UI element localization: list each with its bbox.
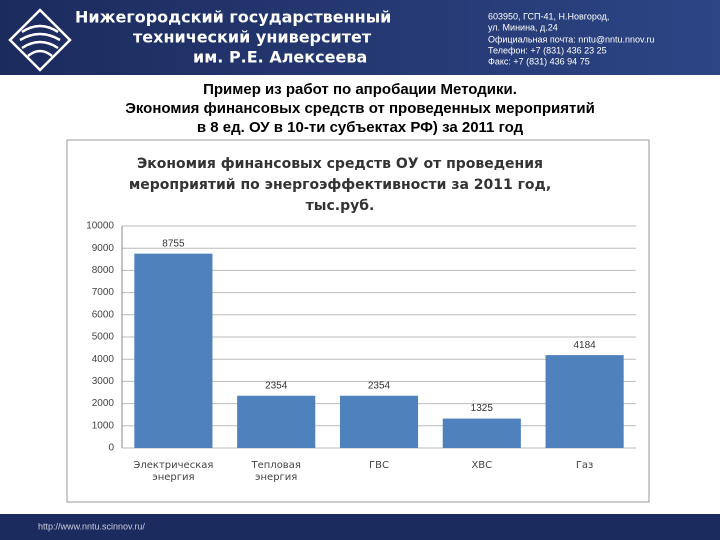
x-tick-label: Тепловая энергия — [251, 460, 301, 483]
data-label: 2354 — [265, 380, 288, 391]
footer-band — [0, 514, 720, 540]
y-tick-label: 4000 — [92, 354, 115, 365]
x-tick-label: Газ — [575, 460, 594, 471]
y-tick-label: 8000 — [92, 265, 115, 276]
y-tick-label: 2000 — [92, 398, 115, 409]
data-label: 4184 — [573, 340, 596, 351]
y-tick-label: 7000 — [92, 287, 115, 298]
bar — [237, 395, 316, 448]
university-name: им. Р.Е. Алексеева — [193, 48, 367, 67]
y-tick-label: 5000 — [92, 332, 115, 343]
university-name: Нижегородский государственный — [75, 8, 391, 27]
y-tick-label: 9000 — [92, 243, 115, 254]
logo — [8, 8, 72, 72]
y-tick-label: 10000 — [86, 221, 114, 232]
y-tick-label: 3000 — [92, 376, 115, 387]
contact: Телефон: +7 (831) 436 23 25 — [488, 45, 607, 55]
x-tick-label: ГВС — [369, 460, 389, 471]
contact: Факс: +7 (831) 436 94 75 — [488, 56, 590, 66]
data-label: 2354 — [368, 380, 391, 391]
contact: Официальная почта: nntu@nntu.nnov.ru — [488, 34, 654, 44]
slide-title: в 8 ед. ОУ в 10-ти субъектах РФ) за 2011… — [197, 119, 524, 136]
bar — [442, 418, 521, 448]
bar — [134, 253, 213, 448]
chart-title: мероприятий по энергоэффективности за 20… — [129, 177, 551, 193]
contact: 603950, ГСП-41, Н.Новгород, — [488, 11, 609, 21]
y-tick-label: 0 — [108, 443, 114, 454]
slide-title: Пример из работ по апробации Методики. — [203, 81, 517, 98]
chart-title: Экономия финансовых средств ОУ от провед… — [137, 156, 543, 172]
x-tick-label: Электрическая энергия — [133, 460, 214, 483]
contact: ул. Минина, д.24 — [488, 22, 558, 32]
header-band — [0, 0, 720, 75]
x-tick-label: ХВС — [471, 460, 493, 471]
bar — [339, 395, 419, 448]
data-label: 8755 — [162, 238, 185, 249]
data-label: 1325 — [471, 403, 494, 414]
university-name: технический университет — [133, 28, 372, 47]
slide-title: Экономия финансовых средств от проведенн… — [125, 100, 595, 117]
bar — [545, 355, 624, 448]
y-tick-label: 6000 — [92, 309, 115, 320]
footer-url: http://www.nntu.scinnov.ru/ — [38, 521, 145, 531]
chart-title: тыс.руб. — [306, 198, 375, 214]
y-tick-label: 1000 — [92, 420, 115, 431]
